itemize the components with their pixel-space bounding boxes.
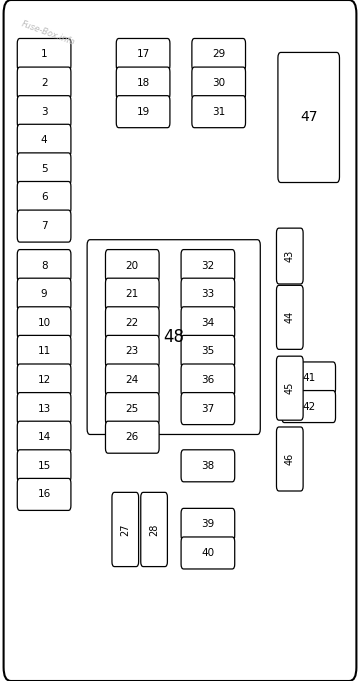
FancyBboxPatch shape [17, 95, 71, 128]
Text: 5: 5 [41, 164, 48, 174]
FancyBboxPatch shape [17, 124, 71, 157]
FancyBboxPatch shape [87, 240, 260, 434]
FancyBboxPatch shape [181, 364, 235, 396]
FancyBboxPatch shape [4, 0, 356, 681]
FancyBboxPatch shape [276, 427, 303, 491]
Text: 35: 35 [201, 347, 215, 356]
Text: 38: 38 [201, 461, 215, 471]
Text: 2: 2 [41, 78, 48, 88]
Text: 26: 26 [126, 432, 139, 442]
Text: 22: 22 [126, 318, 139, 328]
Text: 23: 23 [126, 347, 139, 356]
Text: 20: 20 [126, 261, 139, 270]
Text: 4: 4 [41, 136, 48, 145]
Text: 29: 29 [212, 50, 225, 59]
FancyBboxPatch shape [105, 249, 159, 282]
Text: 41: 41 [302, 373, 315, 383]
FancyBboxPatch shape [105, 336, 159, 368]
FancyBboxPatch shape [116, 67, 170, 99]
Text: 11: 11 [37, 347, 51, 356]
Text: 15: 15 [37, 461, 51, 471]
FancyBboxPatch shape [17, 38, 71, 70]
Text: 16: 16 [37, 490, 51, 499]
FancyBboxPatch shape [192, 38, 246, 70]
Text: 34: 34 [201, 318, 215, 328]
Text: 6: 6 [41, 193, 48, 202]
Text: 12: 12 [37, 375, 51, 385]
Text: 43: 43 [285, 250, 295, 262]
Text: 47: 47 [300, 110, 318, 125]
FancyBboxPatch shape [181, 508, 235, 541]
Text: 1: 1 [41, 50, 48, 59]
FancyBboxPatch shape [17, 278, 71, 311]
FancyBboxPatch shape [105, 421, 159, 454]
Text: 8: 8 [41, 261, 48, 270]
Text: 14: 14 [37, 432, 51, 442]
Text: 37: 37 [201, 404, 215, 413]
FancyBboxPatch shape [17, 450, 71, 482]
Text: 45: 45 [285, 382, 295, 394]
FancyBboxPatch shape [181, 249, 235, 282]
FancyBboxPatch shape [116, 38, 170, 70]
Text: 39: 39 [201, 520, 215, 529]
FancyBboxPatch shape [181, 450, 235, 482]
FancyBboxPatch shape [17, 181, 71, 214]
Text: 9: 9 [41, 289, 48, 299]
FancyBboxPatch shape [17, 153, 71, 185]
Text: 24: 24 [126, 375, 139, 385]
Text: 30: 30 [212, 78, 225, 88]
FancyBboxPatch shape [105, 278, 159, 311]
FancyBboxPatch shape [282, 391, 336, 422]
FancyBboxPatch shape [17, 478, 71, 511]
Text: Fuse-Box.info: Fuse-Box.info [20, 19, 76, 47]
FancyBboxPatch shape [141, 492, 167, 567]
Text: 3: 3 [41, 107, 48, 116]
Text: 28: 28 [149, 523, 159, 536]
Text: 27: 27 [120, 523, 130, 536]
Text: 31: 31 [212, 107, 225, 116]
FancyBboxPatch shape [17, 249, 71, 282]
FancyBboxPatch shape [112, 492, 139, 567]
Text: 7: 7 [41, 221, 48, 231]
Text: 19: 19 [136, 107, 150, 116]
Text: 36: 36 [201, 375, 215, 385]
Text: 25: 25 [126, 404, 139, 413]
Text: 32: 32 [201, 261, 215, 270]
Text: 18: 18 [136, 78, 150, 88]
Text: 44: 44 [285, 311, 295, 323]
FancyBboxPatch shape [17, 210, 71, 242]
FancyBboxPatch shape [181, 537, 235, 569]
FancyBboxPatch shape [105, 306, 159, 338]
FancyBboxPatch shape [17, 392, 71, 425]
FancyBboxPatch shape [116, 95, 170, 128]
FancyBboxPatch shape [192, 67, 246, 99]
FancyBboxPatch shape [105, 392, 159, 425]
FancyBboxPatch shape [276, 356, 303, 420]
FancyBboxPatch shape [282, 362, 336, 394]
FancyBboxPatch shape [192, 95, 246, 128]
FancyBboxPatch shape [276, 285, 303, 349]
Text: 46: 46 [285, 453, 295, 465]
Text: 40: 40 [201, 548, 215, 558]
FancyBboxPatch shape [181, 336, 235, 368]
Text: 17: 17 [136, 50, 150, 59]
FancyBboxPatch shape [181, 392, 235, 425]
FancyBboxPatch shape [181, 278, 235, 311]
Text: 21: 21 [126, 289, 139, 299]
Text: 13: 13 [37, 404, 51, 413]
FancyBboxPatch shape [276, 228, 303, 284]
FancyBboxPatch shape [17, 364, 71, 396]
Text: 48: 48 [163, 328, 184, 346]
FancyBboxPatch shape [278, 52, 339, 183]
FancyBboxPatch shape [17, 336, 71, 368]
FancyBboxPatch shape [17, 421, 71, 454]
FancyBboxPatch shape [105, 364, 159, 396]
Text: 10: 10 [37, 318, 51, 328]
FancyBboxPatch shape [17, 67, 71, 99]
FancyBboxPatch shape [181, 306, 235, 338]
Text: 33: 33 [201, 289, 215, 299]
FancyBboxPatch shape [17, 306, 71, 338]
Text: 42: 42 [302, 402, 315, 411]
